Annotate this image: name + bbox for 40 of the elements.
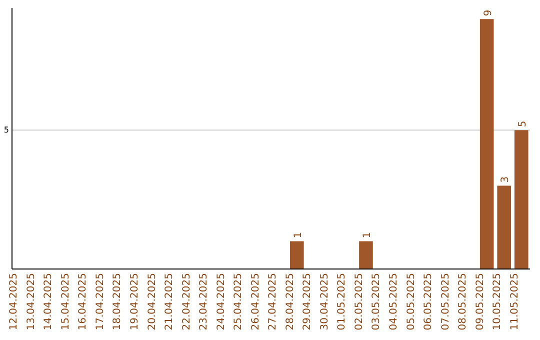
x-tick-label: 29.04.2025 (302, 273, 314, 330)
bar (497, 186, 512, 269)
bar (514, 130, 528, 269)
x-tick-label: 04.05.2025 (388, 273, 400, 330)
x-tick-label: 16.04.2025 (78, 273, 89, 330)
x-tick-label: 28.04.2025 (284, 273, 296, 330)
x-tick-label: 13.04.2025 (26, 273, 37, 330)
x-tick-label: 15.04.2025 (60, 273, 72, 330)
x-tick-label: 30.04.2025 (319, 273, 330, 330)
x-tick-label: 17.04.2025 (94, 273, 106, 330)
x-tick-label: 10.05.2025 (492, 273, 504, 330)
x-tick-label: 14.04.2025 (43, 273, 54, 330)
x-tick-label: 07.05.2025 (440, 273, 452, 330)
x-tick-label: 02.05.2025 (354, 273, 365, 330)
data-label: 1 (292, 232, 304, 238)
x-tick-label: 20.04.2025 (146, 273, 158, 330)
x-tick-label: 27.04.2025 (268, 273, 279, 330)
x-tick-label: 24.04.2025 (216, 273, 227, 330)
x-tick-label: 18.04.2025 (112, 273, 124, 330)
x-tick-label: 23.04.2025 (198, 273, 210, 330)
x-tick-label: 08.05.2025 (458, 273, 469, 330)
x-tick-label: 12.04.2025 (8, 273, 20, 330)
data-label: 9 (482, 10, 494, 16)
x-tick-label: 22.04.2025 (181, 273, 192, 330)
bar (359, 241, 373, 269)
data-label: 1 (362, 232, 373, 238)
x-tick-label: 03.05.2025 (371, 273, 382, 330)
x-tick-label: 26.04.2025 (250, 273, 262, 330)
data-label: 5 (517, 120, 528, 128)
x-tick-label: 19.04.2025 (130, 273, 140, 330)
x-tick-label: 09.05.2025 (474, 273, 486, 330)
data-label: 3 (500, 176, 512, 183)
x-tick-label: 25.04.2025 (233, 273, 244, 330)
x-tick-label: 11.05.2025 (509, 273, 520, 330)
x-tick-label: 05.05.2025 (406, 273, 417, 330)
bar (480, 19, 494, 269)
x-tick-label: 21.04.2025 (164, 273, 176, 330)
x-tick-label: 01.05.2025 (336, 273, 348, 330)
x-tick-label: 06.05.2025 (423, 273, 434, 330)
bar (290, 241, 304, 269)
